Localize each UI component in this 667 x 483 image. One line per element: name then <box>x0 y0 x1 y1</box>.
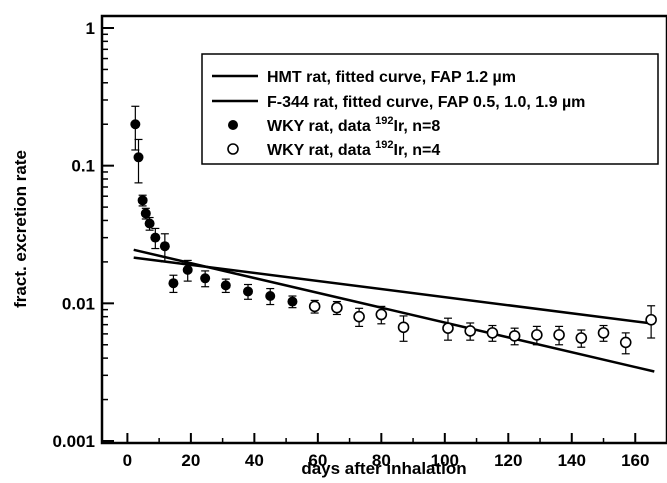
y-axis-title: fract. excretion rate <box>11 150 30 308</box>
data-point-open <box>531 329 543 341</box>
data-point-filled <box>137 195 148 206</box>
data-point-filled <box>144 218 155 229</box>
y-tick-label: 0.001 <box>52 432 95 451</box>
data-point-open <box>397 321 410 334</box>
x-tick-label: 60 <box>308 451 327 470</box>
legend: HMT rat, fitted curve, FAP 1.2 µm F-344 … <box>201 53 659 165</box>
data-point-open <box>619 336 632 349</box>
x-tick-label: 120 <box>494 451 522 470</box>
legend-label-wky-n4: WKY rat, data 192Ir, n=4 <box>267 139 440 159</box>
data-point-filled <box>200 273 211 284</box>
data-point-open <box>645 313 657 326</box>
legend-label-f344: F-344 rat, fitted curve, FAP 0.5, 1.0, 1… <box>267 94 585 111</box>
x-axis-title: days after inhalation <box>301 459 466 478</box>
data-point-open <box>597 327 610 339</box>
data-point-filled <box>133 152 144 163</box>
legend-marker-filled <box>228 120 238 130</box>
legend-marker-open <box>227 143 239 155</box>
data-point-open <box>442 322 454 334</box>
x-tick-label: 140 <box>558 451 586 470</box>
data-point-filled <box>220 280 231 291</box>
hmt-fitted-curve <box>133 256 655 326</box>
x-tick-label: 80 <box>372 451 391 470</box>
data-point-open <box>353 310 365 323</box>
data-point-open <box>331 301 343 314</box>
x-tick-label: 20 <box>181 451 200 470</box>
data-point-filled <box>243 286 254 297</box>
x-tick-label: 160 <box>621 451 649 470</box>
data-point-open <box>575 332 588 344</box>
y-tick-label: 0.1 <box>71 157 95 176</box>
data-point-filled <box>287 296 298 307</box>
plot-frame <box>100 14 667 445</box>
x-tick-label: 0 <box>123 451 132 470</box>
data-point-open <box>486 327 499 339</box>
y-tick-label: 0.01 <box>62 294 95 313</box>
f344-fitted-curve <box>133 248 655 373</box>
data-point-filled <box>150 232 161 243</box>
x-tick-label: 100 <box>431 451 459 470</box>
data-points <box>130 105 657 355</box>
data-point-filled <box>182 264 193 275</box>
y-axis-ticks: 0.001 0.01 0.1 1 <box>52 19 114 451</box>
data-point-filled <box>130 119 141 130</box>
data-point-filled <box>265 291 276 302</box>
legend-label-wky-n8: WKY rat, data 192Ir, n=8 <box>267 115 440 135</box>
x-axis-ticks: 0 20 40 60 80 100 120 140 160 <box>123 433 649 470</box>
data-point-open <box>464 325 477 337</box>
data-point-filled <box>140 208 151 219</box>
x-tick-label: 40 <box>245 451 264 470</box>
y-tick-label: 1 <box>86 19 95 38</box>
data-point-open <box>553 329 565 341</box>
legend-box <box>201 53 659 165</box>
legend-label-hmt: HMT rat, fitted curve, FAP 1.2 µm <box>267 69 516 86</box>
data-point-filled <box>168 278 179 289</box>
data-point-open <box>375 308 388 321</box>
data-point-open <box>308 300 321 313</box>
data-point-open <box>508 330 521 342</box>
fitted-curves <box>133 248 655 373</box>
data-point-filled <box>159 241 170 252</box>
